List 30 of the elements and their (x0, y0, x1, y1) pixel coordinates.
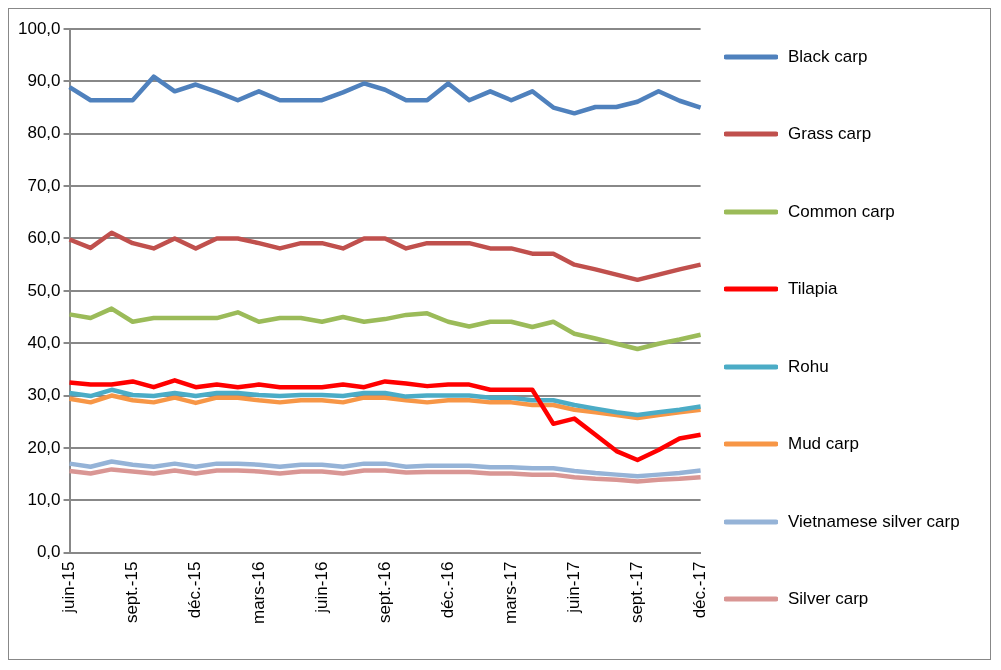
x-tick-label: mars-16 (248, 561, 268, 625)
y-tick-label: 50,0 (27, 280, 61, 300)
y-tick-label: 40,0 (27, 332, 61, 352)
legend-label: Mud carp (788, 434, 859, 455)
x-tick-label: mars-17 (500, 561, 520, 625)
y-tick-label: 100,0 (17, 18, 61, 38)
x-tick-label: sept.-15 (122, 561, 142, 624)
legend-label: Black carp (788, 47, 868, 67)
y-tick-label: 90,0 (27, 71, 61, 91)
legend-label: Rohu (788, 356, 829, 377)
x-tick-label: juin-16 (311, 561, 331, 614)
x-tick-label: sept.-16 (374, 561, 394, 624)
x-tick-label: déc.-17 (690, 561, 710, 619)
y-tick-label: 70,0 (27, 175, 61, 195)
legend-label: Grass carp (788, 124, 872, 145)
x-tick-label: déc.-16 (437, 561, 457, 619)
y-tick-label: 0,0 (36, 542, 61, 562)
x-tick-label: juin-15 (59, 561, 79, 614)
legend-label: Silver carp (788, 588, 869, 609)
y-tick-label: 30,0 (27, 385, 61, 405)
y-tick-label: 60,0 (27, 228, 61, 248)
y-tick-label: 20,0 (27, 437, 61, 457)
x-tick-label: sept.-17 (627, 561, 647, 624)
legend-label: Tilapia (788, 279, 838, 300)
y-tick-label: 80,0 (27, 123, 61, 143)
x-tick-label: déc.-15 (185, 561, 205, 619)
y-tick-label: 10,0 (27, 489, 61, 509)
legend-label: Vietnamese silver carp (788, 511, 960, 532)
x-tick-label: juin-17 (564, 561, 584, 614)
legend-label: Common carp (788, 201, 895, 222)
